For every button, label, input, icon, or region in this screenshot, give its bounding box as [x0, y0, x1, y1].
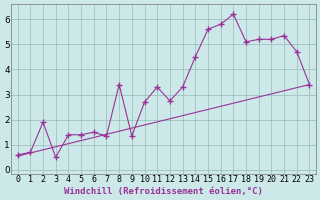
X-axis label: Windchill (Refroidissement éolien,°C): Windchill (Refroidissement éolien,°C) [64, 187, 263, 196]
